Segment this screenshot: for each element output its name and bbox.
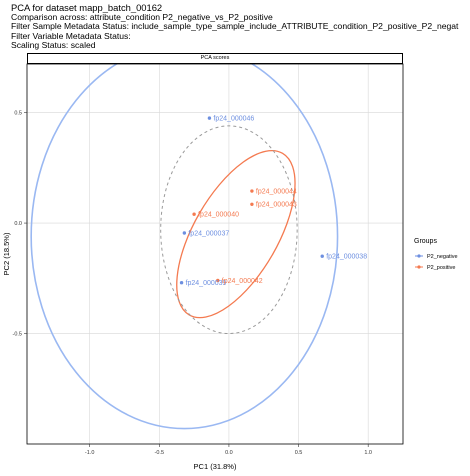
y-tick-label: 0.5 [14,111,22,117]
header-title: PCA for dataset mapp_batch_00162 [11,3,163,13]
facet-strip: PCA scores [27,53,403,64]
header-comparison: Comparison across: attribute_condition P… [11,12,273,22]
data-point [250,202,254,206]
point-label: fp24_000039 [186,280,227,287]
point-label: fp24_000044 [256,188,297,195]
data-point [320,254,324,258]
y-tick-label: 0.0 [14,221,22,227]
legend-label: P2_negative [427,254,458,260]
point-label: fp24_000046 [213,115,254,122]
point-label: fp24_000042 [222,278,263,285]
x-tick-label: 0.0 [225,450,233,456]
legend-key-point [417,254,421,258]
chart-title: PCA scores [200,55,230,61]
legend-title: Groups [414,238,437,245]
data-point [182,231,187,235]
confidence-ellipse-p2-negative [30,64,339,430]
ellipse-layer [30,64,339,430]
x-tick-label: -1.0 [85,450,94,456]
x-tick-label: -0.5 [155,450,164,456]
x-tick-label: 1.0 [364,450,372,456]
header-variable-filter: Filter Variable Metadata Status: [11,31,131,41]
point-label: fp24_000040 [198,212,239,219]
y-tick-label: -0.5 [13,332,22,338]
data-point [207,116,212,120]
panel-border [26,63,404,445]
data-point [179,281,184,285]
y-axis-title: PC2 (18.5%) [2,232,11,275]
confidence-ellipse-p2-positive [176,149,296,319]
data-point [216,278,220,283]
plot-header: PCA for dataset mapp_batch_00162 Compari… [11,3,467,51]
point-label: fp24_000043 [256,202,297,209]
x-axis-title: PC1 (31.8%) [194,462,237,471]
header-scaling: Scaling Status: scaled [11,41,96,51]
data-point [250,189,254,193]
x-tick-label: 0.5 [295,450,303,456]
confidence-ellipse-reference [160,125,298,335]
data-point [192,212,196,216]
header-sample-filter: Filter Sample Metadata Status: include_s… [11,22,459,32]
point-label: fp24_000038 [326,254,367,261]
legend-key-point [417,265,421,269]
legend-label: P2_positive [427,265,455,271]
point-label: fp24_000037 [188,230,229,237]
